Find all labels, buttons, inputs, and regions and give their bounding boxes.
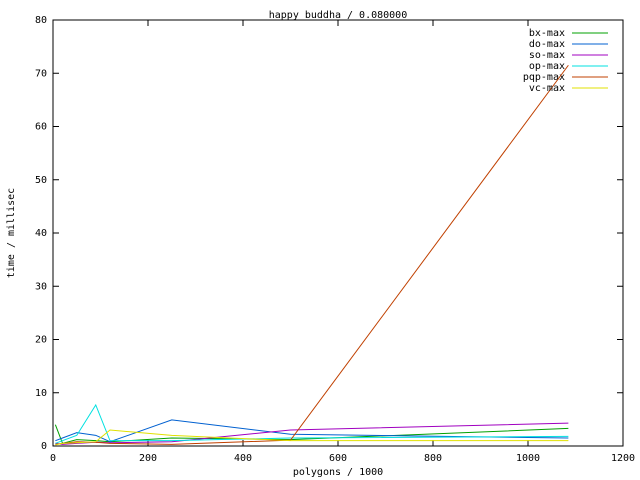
x-tick-label: 0: [50, 453, 56, 464]
chart-title: happy buddha / 0.080000: [269, 10, 407, 21]
x-tick-label: 400: [234, 453, 252, 464]
y-tick-label: 30: [35, 281, 47, 292]
legend-label: pqp-max: [523, 72, 565, 83]
x-tick-label: 200: [139, 453, 157, 464]
x-tick-label: 1200: [611, 453, 635, 464]
y-tick-label: 40: [35, 228, 47, 239]
y-tick-label: 50: [35, 175, 47, 186]
x-tick-label: 800: [424, 453, 442, 464]
y-axis-label: time / millisec: [6, 188, 17, 278]
x-tick-label: 600: [329, 453, 347, 464]
series-line: [55, 403, 569, 444]
series-line: [55, 64, 569, 445]
y-tick-label: 0: [41, 441, 47, 452]
legend-label: bx-max: [529, 28, 565, 39]
legend-label: vc-max: [529, 83, 565, 94]
x-axis-label: polygons / 1000: [293, 467, 383, 478]
y-tick-label: 20: [35, 335, 47, 346]
y-tick-label: 60: [35, 122, 47, 133]
legend-label: do-max: [529, 39, 565, 50]
y-tick-label: 80: [35, 15, 47, 26]
y-tick-label: 10: [35, 388, 47, 399]
series-line: [55, 429, 569, 446]
x-tick-label: 1000: [516, 453, 540, 464]
legend-label: op-max: [529, 61, 565, 72]
legend-label: so-max: [529, 50, 565, 61]
y-tick-label: 70: [35, 68, 47, 79]
